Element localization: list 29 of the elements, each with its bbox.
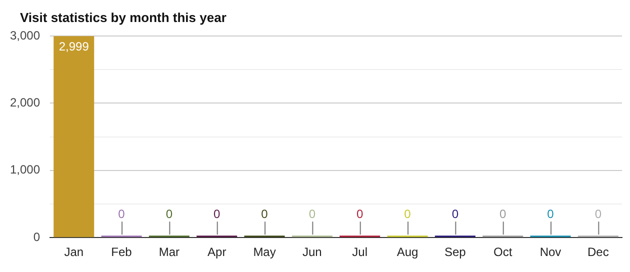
x-tick-label: Feb: [111, 245, 132, 260]
data-label: 0: [452, 206, 459, 221]
x-tick-label: Dec: [587, 245, 609, 260]
data-label: 2,999: [58, 39, 90, 54]
data-label: 0: [594, 206, 602, 221]
x-tick-label: Nov: [540, 245, 562, 260]
data-label: 0: [214, 206, 221, 221]
x-tick-label: Mar: [158, 245, 180, 260]
y-tick-label: 0: [33, 230, 40, 244]
data-label: 0: [499, 206, 506, 221]
x-tick-label: Jul: [352, 245, 368, 260]
data-label: 0: [547, 206, 554, 221]
x-tick-label: Jun: [302, 245, 322, 260]
x-tick-label: Apr: [208, 245, 226, 260]
data-label: 0: [404, 206, 412, 221]
y-tick-label: 2,000: [10, 96, 40, 110]
data-label: 0: [166, 206, 173, 221]
chart-title: Visit statistics by month this year: [20, 10, 226, 25]
y-tick-label: 1,000: [10, 162, 40, 177]
x-tick-label: Sep: [444, 245, 466, 260]
x-tick-label: May: [253, 245, 276, 260]
x-tick-label: Jan: [64, 245, 84, 260]
x-tick-label: Aug: [396, 245, 418, 260]
data-label: 0: [356, 206, 364, 221]
data-label: 0: [261, 206, 268, 221]
data-label: 0: [118, 206, 126, 221]
x-tick-label: Oct: [494, 245, 513, 260]
y-tick-label: 3,000: [10, 28, 40, 42]
data-label: 0: [308, 206, 316, 221]
